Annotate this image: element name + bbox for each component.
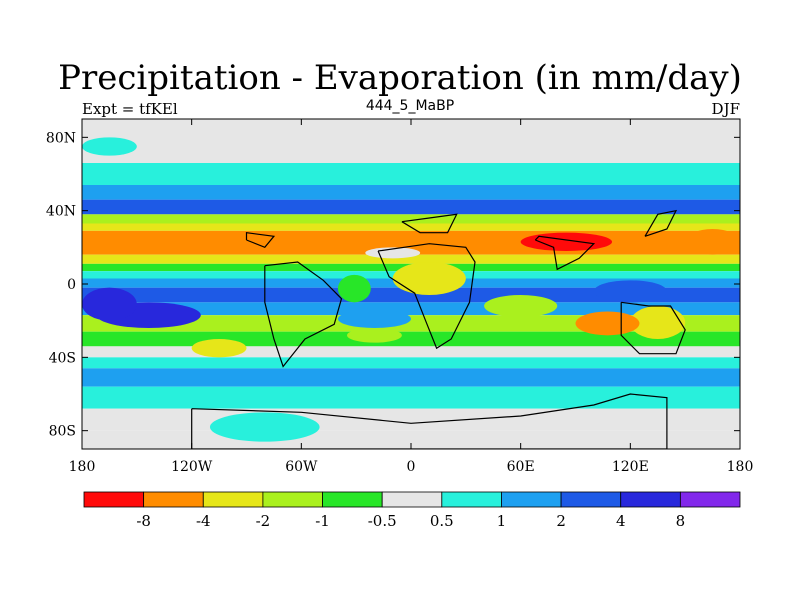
field-patch bbox=[520, 232, 613, 251]
field-patch bbox=[191, 339, 247, 358]
colorbar-swatch bbox=[143, 491, 204, 508]
colorbar-label: 2 bbox=[556, 512, 566, 530]
colorbar-swatch bbox=[381, 491, 443, 508]
y-tick-label: 0 bbox=[67, 277, 76, 293]
land-outline-south-america bbox=[264, 261, 343, 368]
land-outline-india-se-asia bbox=[534, 235, 596, 271]
colorbar-label: -1 bbox=[315, 512, 330, 530]
field-patch bbox=[82, 287, 137, 321]
colorbar-swatch bbox=[679, 491, 741, 508]
colorbar-swatch bbox=[501, 491, 562, 508]
y-tick-label: 40N bbox=[46, 204, 76, 220]
field-patch bbox=[575, 311, 640, 336]
x-tick-label: 180 bbox=[69, 459, 96, 475]
field-patch bbox=[82, 137, 137, 156]
field-band bbox=[82, 408, 740, 431]
field-patch bbox=[337, 274, 371, 303]
y-tick-label: 40S bbox=[49, 350, 76, 366]
field-band bbox=[82, 185, 740, 200]
x-tick-label: 60E bbox=[507, 459, 535, 475]
field-band bbox=[82, 199, 740, 215]
field-patch bbox=[593, 280, 667, 303]
x-tick-label: 60W bbox=[285, 459, 318, 475]
period-label: 444_5_MaBP bbox=[365, 98, 455, 114]
field-band bbox=[82, 331, 740, 347]
land-outline-australia bbox=[620, 301, 686, 355]
colorbar-label: 0.5 bbox=[430, 512, 454, 530]
experiment-label: Expt = tfKEl bbox=[82, 100, 178, 118]
field-band bbox=[82, 254, 740, 264]
colorbar-label: 4 bbox=[616, 512, 626, 530]
colorbar-label: -0.5 bbox=[368, 512, 397, 530]
field-patch bbox=[392, 262, 466, 295]
field-band bbox=[82, 163, 740, 185]
field-patch bbox=[630, 306, 686, 339]
colorbar-swatch bbox=[262, 491, 323, 508]
field-band bbox=[82, 214, 740, 224]
colorbar-swatch bbox=[560, 491, 622, 508]
field-band bbox=[82, 357, 740, 369]
field-band bbox=[82, 386, 740, 409]
chart-title: Precipitation - Evaporation (in mm/day) bbox=[58, 58, 742, 98]
season-label: DJF bbox=[711, 100, 740, 118]
colorbar-swatch bbox=[322, 491, 383, 508]
field-band bbox=[82, 302, 740, 316]
x-tick-label: 0 bbox=[407, 459, 416, 475]
land-outline-europe bbox=[401, 213, 458, 234]
colorbar-label: -2 bbox=[256, 512, 271, 530]
field-band bbox=[82, 368, 740, 387]
field-band bbox=[82, 346, 740, 358]
field-patch bbox=[365, 247, 421, 259]
field-patch bbox=[685, 229, 740, 255]
x-tick-label: 120E bbox=[612, 459, 649, 475]
colorbar: -8 -4 -2 -1 -0.5 0.5 1 2 4 8 bbox=[83, 491, 741, 530]
colorbar-swatch bbox=[202, 491, 264, 508]
field-patch bbox=[676, 122, 740, 163]
colorbar-swatch bbox=[83, 491, 145, 508]
field-patch bbox=[337, 309, 412, 329]
colorbar-label: -8 bbox=[136, 512, 151, 530]
axes-layer: 180 120W 60W 0 60E 120E 180 80N 40N 0 40S 80S bbox=[46, 119, 753, 475]
land-outline-antarctica bbox=[191, 393, 668, 449]
land-outline-asia-east bbox=[644, 209, 678, 237]
field-band bbox=[82, 287, 740, 303]
field-patch bbox=[347, 328, 402, 343]
y-tick-label: 80N bbox=[46, 130, 76, 146]
colorbar-swatch bbox=[620, 491, 681, 508]
land-outline-north-america-south bbox=[245, 232, 276, 249]
y-tick-label: 80S bbox=[49, 424, 76, 440]
field-patch bbox=[209, 412, 320, 442]
field-patch bbox=[484, 295, 558, 317]
field-band bbox=[82, 130, 740, 163]
land-outline-africa bbox=[377, 243, 476, 350]
x-tick-label: 180 bbox=[727, 459, 754, 475]
land-outline-layer bbox=[191, 209, 686, 449]
field-band bbox=[82, 315, 740, 332]
colorbar-label: -4 bbox=[196, 512, 211, 530]
field-layer bbox=[82, 119, 740, 449]
x-tick-label: 120W bbox=[171, 459, 213, 475]
colorbar-label: 1 bbox=[497, 512, 507, 530]
colorbar-swatch bbox=[441, 491, 502, 508]
colorbar-label: 8 bbox=[676, 512, 686, 530]
